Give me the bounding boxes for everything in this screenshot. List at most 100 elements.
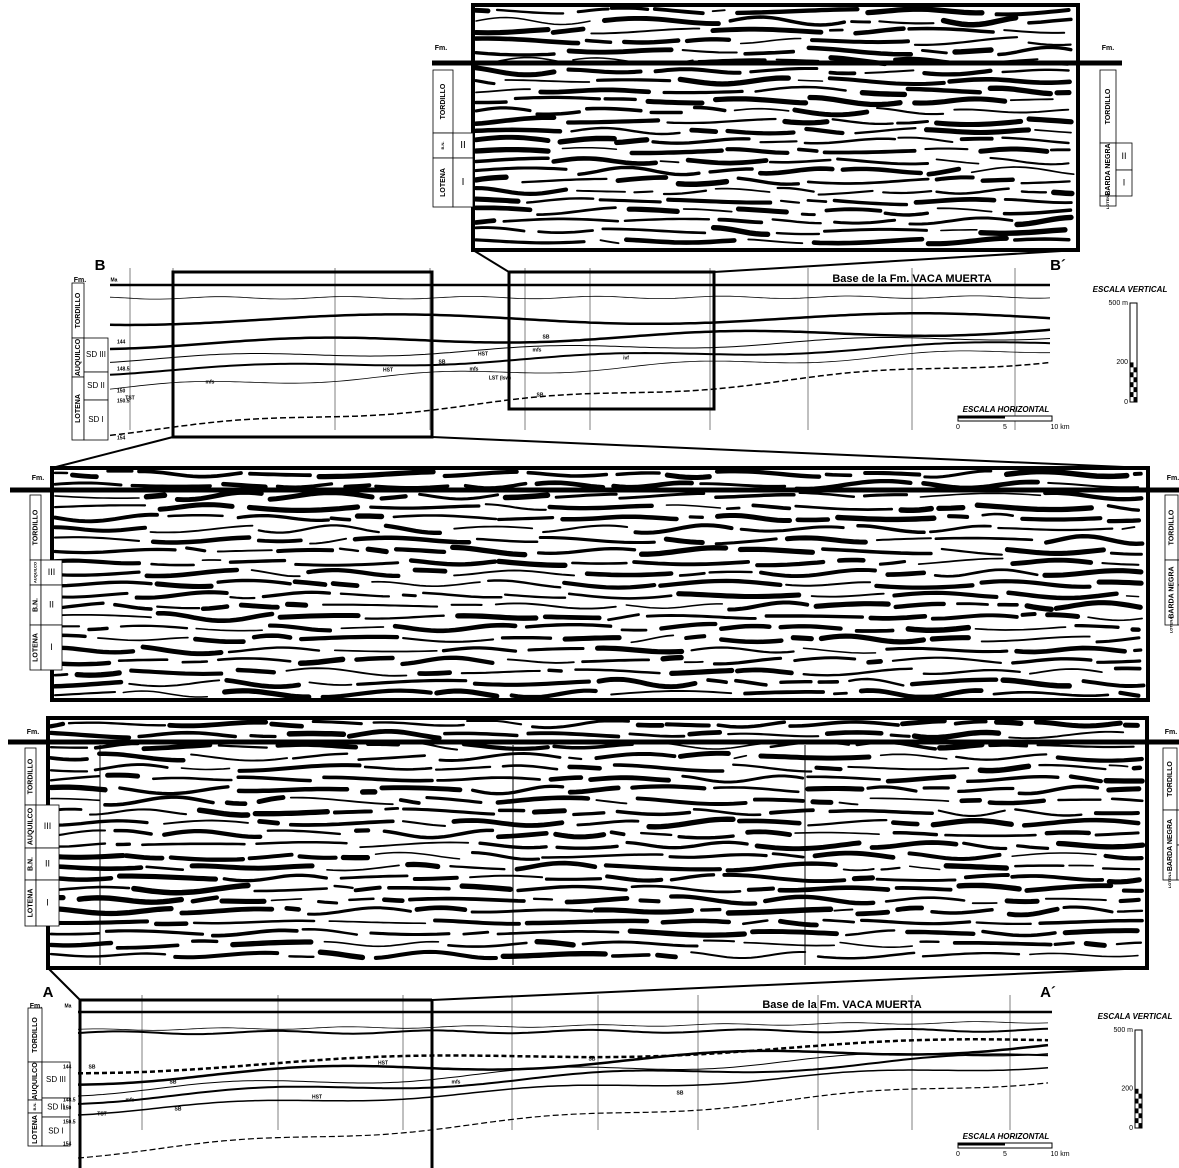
seismic-reflector: [49, 819, 149, 827]
seismic-reflector: [494, 602, 617, 610]
seismic-reflector: [630, 784, 707, 791]
seismic-reflector: [87, 626, 109, 632]
seismic-reflector: [1108, 764, 1129, 768]
seismic-reflector: [49, 842, 107, 848]
seismic-reflector: [739, 37, 802, 45]
seismic-reflector: [1106, 877, 1142, 885]
seismic-reflector: [531, 719, 630, 730]
seismic-reflector: [684, 634, 707, 641]
seismic-reflector: [129, 668, 224, 676]
seismic-reflector: [769, 808, 815, 815]
seismic-reflector: [813, 601, 891, 609]
seismic-reflector: [474, 156, 550, 164]
seismic-reflector: [1110, 797, 1144, 803]
seismic-reflector: [805, 785, 865, 792]
seismic-reflector: [816, 951, 916, 960]
seismic-reflector: [299, 634, 400, 642]
seismic-reflector: [383, 523, 443, 535]
seismic-reflector: [734, 678, 768, 687]
seismic-reflector: [1024, 603, 1054, 612]
seismic-reflector: [947, 77, 1072, 85]
seismic-reflector: [659, 160, 680, 164]
seismic-reflector: [473, 134, 551, 144]
seismic-reflector: [977, 763, 1032, 774]
seismic-reflector: [1106, 786, 1142, 793]
seismic-reflector: [577, 165, 701, 177]
seismic-reflector: [470, 784, 565, 796]
seismic-reflector: [357, 754, 427, 761]
seismic-reflector: [907, 26, 995, 34]
seismic-reflector: [717, 217, 764, 225]
seismic-reflector: [1043, 490, 1144, 502]
seismic-reflector: [526, 470, 609, 478]
seismic-reflector: [251, 633, 293, 640]
seismic-reflector: [662, 89, 744, 95]
seismic-reflector: [256, 538, 303, 544]
seismic-reflector: [979, 579, 1092, 589]
seismic-reflector: [393, 547, 447, 555]
seismic-reflector: [297, 656, 346, 666]
sequence-label: HST: [478, 351, 488, 357]
seismic-reflector: [733, 107, 790, 112]
seismic-reflector: [739, 525, 845, 533]
seismic-reflector: [745, 829, 792, 837]
seismic-reflector: [1004, 547, 1106, 556]
seismic-reflector: [922, 668, 1021, 676]
seismic-reflector: [289, 796, 394, 806]
formation-name: TORDILLO: [75, 292, 82, 328]
seismic-reflector: [754, 840, 862, 852]
seismic-reflector: [953, 108, 1070, 114]
seismic-reflector: [609, 830, 626, 837]
seismic-reflector: [353, 885, 382, 893]
seismic-reflector: [322, 775, 434, 783]
seismic-reflector: [681, 49, 738, 54]
scale-segment: [1133, 397, 1137, 402]
sequence-name: SD I: [48, 1127, 64, 1136]
seismic-reflector: [771, 218, 822, 225]
seismic-reflector: [847, 765, 970, 771]
seismic-reflector: [596, 676, 698, 690]
seismic-reflector: [163, 819, 249, 825]
seismic-reflector: [475, 537, 539, 544]
seismic-reflector: [588, 775, 671, 783]
seismic-reflector: [622, 38, 681, 45]
seismic-reflector: [839, 941, 913, 948]
seismic-reflector: [956, 882, 1022, 892]
seismic-reflector: [663, 536, 705, 545]
seismic-reflector: [352, 535, 472, 545]
sequence-label: mfs: [206, 379, 215, 385]
formation-name: BARDA NEGRA: [1105, 143, 1112, 195]
seismic-reflector: [632, 560, 750, 567]
scale-segment: [1130, 372, 1134, 378]
seismic-reflector: [817, 189, 874, 196]
seismic-reflector: [502, 492, 551, 501]
age: 154: [117, 435, 126, 441]
seismic-reflector: [123, 853, 165, 861]
seismic-reflector: [818, 633, 926, 645]
seismic-reflector: [93, 763, 169, 772]
formation-name: LOTENA: [440, 168, 447, 197]
sequence-label: SB: [175, 1106, 182, 1112]
zoom-box: [507, 270, 716, 411]
seismic-reflector: [210, 928, 299, 938]
seismic-reflector: [782, 118, 830, 126]
scale-segment: [1130, 362, 1134, 368]
seismic-reflector: [727, 732, 820, 738]
seismic-reflector: [128, 679, 221, 688]
seismic-reflector: [131, 882, 251, 896]
seismic-reflector: [567, 785, 621, 795]
seismic-reflector: [372, 721, 465, 727]
seismic-reflector: [196, 807, 251, 818]
seismic-reflector: [666, 197, 773, 205]
seismic-reflector: [473, 205, 533, 213]
seismic-reflector: [994, 8, 1071, 17]
sequence-label: HST: [378, 1060, 388, 1066]
seismic-reflector: [937, 741, 985, 751]
seismic-reflector: [130, 483, 212, 488]
formation-name: TORDILLO: [32, 1017, 39, 1053]
seismic-reflector: [978, 146, 1050, 154]
seismic-reflector: [401, 820, 447, 827]
seismic-reflector: [1010, 557, 1094, 566]
seismic-reflector: [921, 951, 1021, 958]
seismic-reflector: [1051, 189, 1075, 197]
